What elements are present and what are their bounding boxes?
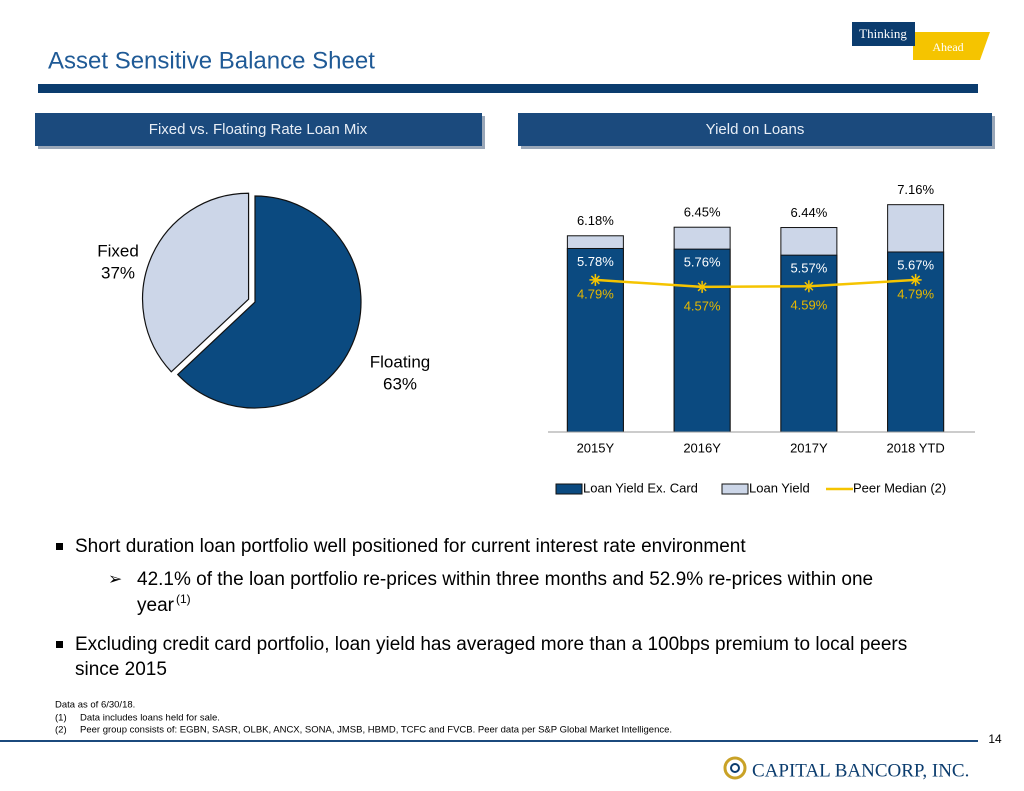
sub-bullet-text: year [137,595,175,616]
x-tick-label: 2017Y [790,440,828,455]
footnote: Data as of 6/30/18. [55,700,135,711]
pie-value-label: 37% [101,263,135,282]
logo-ahead-bg [913,32,990,60]
data-label: 5.76% [684,255,721,270]
bar [673,248,731,433]
bar-chart: 2015Y 2016Y 2017Y 2018 YTD 6.18% 6.45% 6.44% 7.… [548,182,975,495]
data-label: 4.79% [577,286,614,301]
pie-slice [176,195,362,409]
slide-title: Asset Sensitive Balance Sheet [48,47,375,74]
panel-title: Yield on Loans [706,121,805,138]
x-tick-label: 2018 YTD [886,440,944,455]
data-label: 5.67% [897,257,934,272]
line-marker [802,280,815,293]
pie-label: Floating [370,352,430,371]
panel-header [35,113,482,146]
line-marker [589,273,602,286]
legend-swatch [555,483,583,495]
superscript: (1) [176,592,191,606]
x-tick-label: 2015Y [577,440,615,455]
legend-label: Peer Median (2) [853,480,946,495]
pie-slice [142,192,250,373]
panel-header [518,113,992,146]
page-number: 14 [988,732,1002,746]
line-marker [909,273,922,286]
company-logo-icon [730,763,740,773]
company-logo-icon [723,756,747,780]
data-label: 7.16% [897,182,934,197]
data-label: 4.79% [897,286,934,301]
line-marker [696,280,709,293]
bullet-text: Excluding credit card portfolio, loan yi… [75,634,907,655]
pie-value-label: 63% [383,374,417,393]
panel-title: Fixed vs. Floating Rate Loan Mix [149,121,368,138]
data-label: 6.18% [577,213,614,228]
data-label: 5.57% [790,261,827,276]
bullet-marker [56,641,63,648]
data-label: 4.59% [790,298,827,313]
bullet-text: Short duration loan portfolio well posit… [75,536,746,557]
footnote: Peer group consists of: EGBN, SASR, OLBK… [80,725,672,736]
bullet-text: since 2015 [75,659,167,680]
logo-ahead: Ahead [932,40,963,54]
legend-label: Loan Yield Ex. Card [583,480,698,495]
bullet-marker [56,543,63,550]
title-rule [38,84,978,93]
logo-thinking: Thinking [859,26,907,41]
pie-label: Fixed [97,241,139,260]
legend-label: Loan Yield [749,480,810,495]
arrow-marker: ➢ [108,569,122,588]
sub-bullet-text: 42.1% of the loan portfolio re-prices wi… [137,569,873,590]
data-label: 6.44% [790,205,827,220]
footnote-mark: (1) [55,713,67,724]
footnote-mark: (2) [55,725,67,736]
pie-chart: Fixed 37% Floating 63% [97,192,430,409]
legend-swatch [721,483,749,495]
x-tick-label: 2016Y [683,440,721,455]
line-series [595,278,916,289]
data-label: 4.57% [684,298,721,313]
data-label: 6.45% [684,205,721,220]
logo-thinking-bg [852,22,915,46]
footnote: Data includes loans held for sale. [80,713,220,724]
company-name: CAPITAL BANCORP, INC. [752,760,969,781]
data-label: 5.78% [577,254,614,269]
